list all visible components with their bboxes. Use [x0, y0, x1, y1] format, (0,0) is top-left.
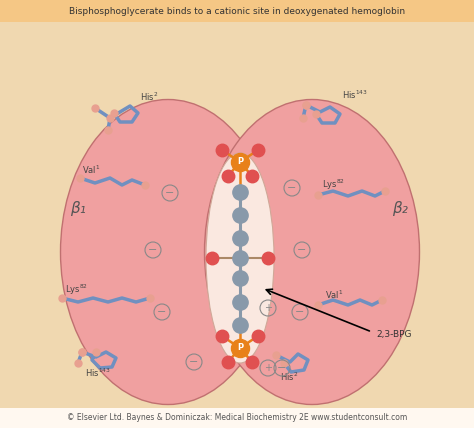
Text: P: P: [237, 344, 243, 353]
FancyBboxPatch shape: [0, 408, 474, 428]
Text: −: −: [165, 188, 175, 198]
Text: −: −: [287, 183, 297, 193]
Text: His$^{143}$: His$^{143}$: [85, 367, 111, 379]
Text: 2,3-BPG: 2,3-BPG: [376, 330, 411, 339]
Text: +: +: [264, 363, 272, 373]
Text: His$^{2}$: His$^{2}$: [280, 371, 298, 383]
Text: −: −: [297, 245, 307, 255]
Text: −: −: [189, 357, 199, 367]
Text: β₁: β₁: [70, 200, 86, 216]
Text: Val$^{1}$: Val$^{1}$: [325, 289, 343, 301]
Text: His$^{143}$: His$^{143}$: [342, 89, 368, 101]
Text: β₂: β₂: [392, 200, 408, 216]
Text: Lys$^{82}$: Lys$^{82}$: [65, 283, 88, 297]
Text: His$^{2}$: His$^{2}$: [140, 91, 158, 103]
Ellipse shape: [61, 99, 275, 404]
Text: −: −: [157, 307, 167, 317]
Text: −: −: [295, 307, 305, 317]
Text: P: P: [237, 158, 243, 166]
Text: Val$^{1}$: Val$^{1}$: [82, 164, 100, 176]
Text: Lys$^{82}$: Lys$^{82}$: [322, 178, 345, 192]
Text: +: +: [264, 303, 272, 313]
Ellipse shape: [206, 153, 274, 363]
Text: −: −: [148, 245, 158, 255]
Text: © Elsevier Ltd. Baynes & Dominiczak: Medical Biochemistry 2E www.studentconsult.: © Elsevier Ltd. Baynes & Dominiczak: Med…: [67, 413, 407, 422]
Ellipse shape: [204, 99, 419, 404]
Text: Bisphosphoglycerate binds to a cationic site in deoxygenated hemoglobin: Bisphosphoglycerate binds to a cationic …: [69, 6, 405, 15]
FancyBboxPatch shape: [0, 0, 474, 22]
Text: −: −: [277, 363, 287, 373]
